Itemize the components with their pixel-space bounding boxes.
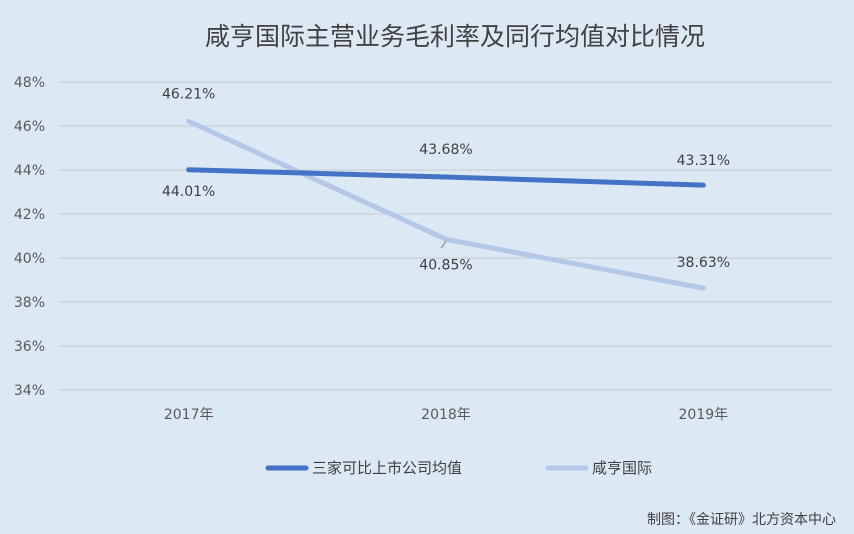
x-tick-label: 2019年 bbox=[679, 407, 729, 423]
y-tick-label: 46% bbox=[14, 119, 45, 135]
data-label: 43.31% bbox=[677, 153, 730, 169]
series-line-0 bbox=[186, 167, 706, 188]
data-labels: 44.01% 43.68% 43.31% 46.21% 40.85% 38.63% bbox=[162, 86, 730, 273]
data-label: 46.21% bbox=[162, 86, 215, 102]
y-tick-label: 42% bbox=[14, 207, 45, 223]
series-lines bbox=[186, 118, 706, 291]
label-leader-line bbox=[440, 240, 447, 249]
x-axis-ticks: 2017年 2018年 2019年 bbox=[164, 407, 728, 423]
y-tick-label: 38% bbox=[14, 295, 45, 311]
chart-title: 咸亨国际主营业务毛利率及同行均值对比情况 bbox=[205, 22, 705, 51]
y-tick-label: 36% bbox=[14, 339, 45, 355]
gridlines bbox=[60, 81, 832, 391]
x-tick-label: 2018年 bbox=[421, 407, 471, 423]
data-label: 43.68% bbox=[419, 142, 472, 158]
y-tick-label: 40% bbox=[14, 251, 45, 267]
data-label: 38.63% bbox=[677, 255, 730, 271]
legend-label: 三家可比上市公司均值 bbox=[312, 459, 462, 477]
data-label: 40.85% bbox=[419, 257, 472, 273]
legend-label: 咸亨国际 bbox=[592, 459, 652, 477]
y-tick-label: 34% bbox=[14, 383, 45, 399]
y-tick-label: 44% bbox=[14, 163, 45, 179]
source-note: 制图：《金证研》北方资本中心 bbox=[647, 512, 836, 528]
legend: 三家可比上市公司均值 咸亨国际 bbox=[265, 459, 652, 477]
series-line-1 bbox=[186, 118, 706, 291]
y-axis-ticks: 48% 46% 44% 42% 40% 38% 36% 34% bbox=[14, 75, 45, 399]
data-label: 44.01% bbox=[162, 184, 215, 200]
y-tick-label: 48% bbox=[14, 75, 45, 91]
x-tick-label: 2017年 bbox=[164, 407, 214, 423]
